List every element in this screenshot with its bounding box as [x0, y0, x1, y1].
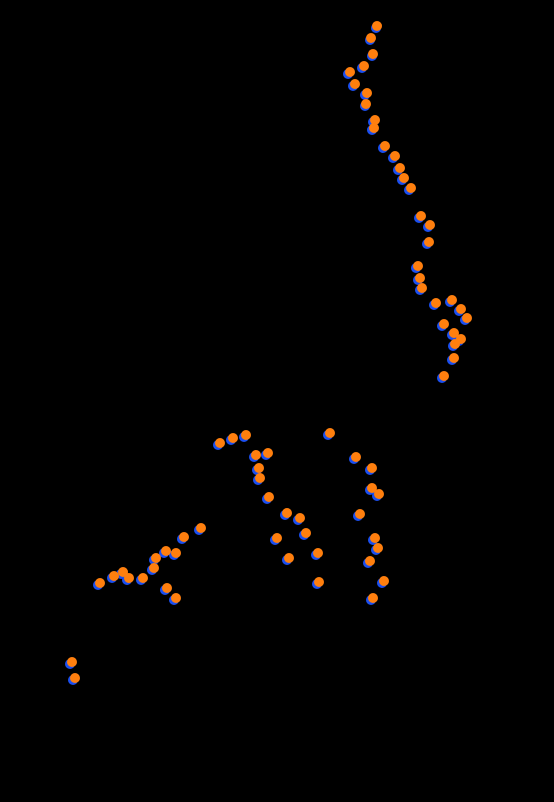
data-point [415, 273, 425, 283]
data-point [439, 319, 449, 329]
data-point [450, 339, 460, 349]
data-point [179, 532, 189, 542]
data-point [345, 67, 355, 77]
data-point [447, 295, 457, 305]
data-point [272, 533, 282, 543]
data-point [367, 463, 377, 473]
data-point [70, 673, 80, 683]
data-point [95, 578, 105, 588]
data-point [380, 141, 390, 151]
data-point [171, 593, 181, 603]
data-point [313, 548, 323, 558]
data-point [241, 430, 251, 440]
data-point [284, 553, 294, 563]
data-point [399, 173, 409, 183]
data-point [374, 489, 384, 499]
data-point [413, 261, 423, 271]
data-point [425, 220, 435, 230]
data-point [255, 473, 265, 483]
data-point [254, 463, 264, 473]
data-point [161, 546, 171, 556]
data-point [370, 533, 380, 543]
data-point [264, 492, 274, 502]
data-point [295, 513, 305, 523]
data-point [431, 298, 441, 308]
data-point [456, 304, 466, 314]
data-point [314, 577, 324, 587]
data-point [251, 450, 261, 460]
data-point [196, 523, 206, 533]
data-point [379, 576, 389, 586]
data-point [361, 99, 371, 109]
data-point [372, 21, 382, 31]
data-point [151, 553, 161, 563]
data-point [416, 211, 426, 221]
data-point [462, 313, 472, 323]
data-point [449, 353, 459, 363]
data-point [149, 563, 159, 573]
chart-background [0, 0, 554, 802]
data-point [368, 49, 378, 59]
data-point [67, 657, 77, 667]
data-point [228, 433, 238, 443]
data-point [162, 583, 172, 593]
data-point [395, 163, 405, 173]
data-point [301, 528, 311, 538]
data-point [439, 371, 449, 381]
data-point [362, 88, 372, 98]
data-point [350, 79, 360, 89]
data-point [138, 573, 148, 583]
data-point [325, 428, 335, 438]
data-point [373, 543, 383, 553]
data-point [366, 33, 376, 43]
data-point [355, 509, 365, 519]
data-point [124, 573, 134, 583]
data-point [282, 508, 292, 518]
data-point [424, 237, 434, 247]
data-point [263, 448, 273, 458]
data-point [359, 61, 369, 71]
data-point [369, 123, 379, 133]
data-point [368, 593, 378, 603]
data-point [215, 438, 225, 448]
data-point [417, 283, 427, 293]
data-point [406, 183, 416, 193]
data-point [171, 548, 181, 558]
data-point [365, 556, 375, 566]
data-point [390, 151, 400, 161]
data-point [109, 571, 119, 581]
data-point [351, 452, 361, 462]
scatter-chart [0, 0, 554, 802]
